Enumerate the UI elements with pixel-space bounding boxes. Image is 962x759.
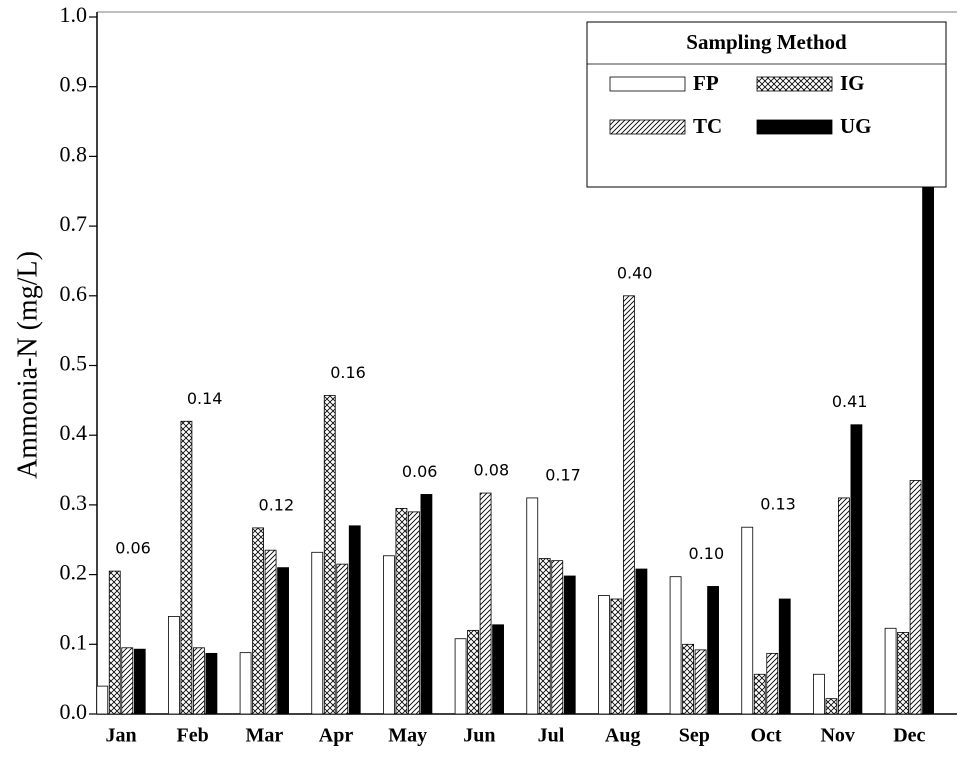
legend-label: UG	[840, 114, 872, 138]
bar	[635, 568, 648, 715]
bar	[694, 649, 707, 715]
legend-swatch	[756, 119, 833, 135]
bar	[311, 551, 324, 715]
y-tick-label: 0.9	[60, 72, 88, 97]
x-tick-label: Nov	[820, 725, 854, 747]
x-tick-label: Apr	[319, 725, 354, 747]
y-tick-label: 1.0	[60, 2, 88, 27]
bar	[395, 507, 408, 715]
bar	[551, 560, 564, 715]
bar	[133, 648, 146, 715]
legend-label: TC	[693, 114, 722, 138]
bar	[96, 685, 109, 715]
x-tick-label: May	[388, 725, 427, 747]
bar	[610, 598, 623, 715]
bar	[180, 420, 193, 715]
bar	[479, 492, 492, 715]
bar	[753, 673, 766, 715]
annotation: 0.17	[545, 465, 581, 484]
annotation: 0.08	[474, 461, 510, 480]
bar	[264, 549, 277, 715]
bar	[884, 627, 897, 715]
bar	[825, 698, 838, 715]
x-tick-label: Mar	[245, 725, 283, 747]
bar	[707, 586, 719, 715]
bar	[850, 424, 863, 715]
y-tick-label: 0.7	[60, 211, 88, 236]
bar	[467, 629, 479, 715]
bar	[383, 555, 395, 715]
annotation: 0.14	[187, 389, 223, 408]
annotation: 0.16	[330, 363, 366, 382]
x-tick-label: Jul	[538, 725, 565, 747]
bar	[323, 395, 336, 715]
bar	[239, 652, 252, 715]
bar	[193, 647, 205, 715]
annotation: 0.06	[115, 539, 151, 558]
x-tick-label: Sep	[679, 725, 710, 747]
bar	[623, 295, 635, 715]
annotation: 0.40	[617, 263, 653, 282]
bar	[766, 652, 779, 715]
bar	[108, 570, 121, 715]
y-tick-label: 0.4	[60, 420, 88, 445]
bar	[682, 643, 694, 715]
x-tick-label: Dec	[893, 725, 925, 747]
bar	[838, 497, 850, 715]
bar	[538, 558, 551, 715]
annotation: 0.41	[832, 392, 868, 411]
bar	[669, 576, 682, 715]
legend-swatch	[609, 76, 686, 92]
bar	[813, 673, 825, 715]
bar	[348, 525, 361, 715]
bar	[526, 497, 539, 715]
legend-title: Sampling Method	[686, 30, 847, 54]
legend-label: FP	[693, 71, 719, 95]
bar	[121, 647, 134, 715]
bar	[897, 632, 909, 715]
annotation: 0.10	[689, 544, 725, 563]
bar	[408, 511, 420, 715]
y-tick-label: 0.6	[60, 281, 88, 306]
legend-label: IG	[840, 71, 865, 95]
x-tick-label: Feb	[177, 725, 209, 747]
y-tick-label: 0.2	[60, 560, 88, 585]
bar	[778, 598, 791, 715]
x-tick-label: Oct	[750, 725, 781, 747]
bar	[563, 575, 576, 715]
y-tick-label: 0.1	[60, 629, 88, 654]
bar	[336, 563, 349, 715]
y-tick-label: 0.3	[60, 490, 88, 515]
y-axis-label: Ammonia-N (mg/L)	[12, 251, 43, 479]
bar	[741, 526, 754, 715]
bar	[252, 527, 264, 715]
bar	[277, 567, 289, 715]
legend-box	[586, 21, 947, 188]
y-tick-label: 0.5	[60, 351, 88, 376]
bar	[492, 624, 504, 715]
y-tick-label: 0.0	[60, 699, 88, 724]
legend-swatch	[756, 76, 833, 92]
legend-swatch	[609, 119, 686, 135]
bar	[205, 652, 218, 715]
bar	[420, 494, 433, 715]
annotation: 0.13	[760, 495, 796, 514]
bar	[168, 616, 180, 715]
bar	[909, 480, 922, 715]
x-tick-label: Aug	[605, 725, 641, 747]
x-tick-label: Jan	[105, 725, 136, 747]
x-tick-label: Jun	[463, 725, 495, 747]
bar	[454, 638, 467, 715]
annotation: 0.06	[402, 462, 438, 481]
annotation: 0.12	[259, 495, 295, 514]
y-tick-label: 0.8	[60, 141, 88, 166]
bar	[598, 595, 610, 715]
